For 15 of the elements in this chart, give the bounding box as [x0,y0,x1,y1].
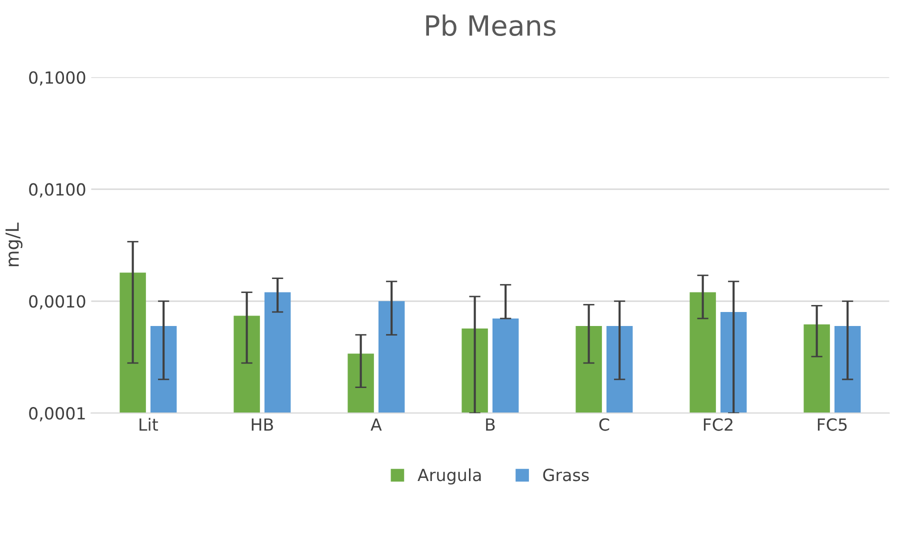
x-tick-label: HB [252,418,274,431]
chart-title: Pb Means [426,14,556,36]
y-tick-label: 0,0010 [29,295,86,310]
y-tick-label: 0,1000 [29,71,86,86]
x-tick-label: FC5 [818,418,847,431]
y-axis-title: mg/L [6,222,22,266]
y-tick-label: 0,0100 [29,183,86,198]
legend-label: Grass [543,468,589,482]
legend-label: Arugula [418,468,481,484]
x-tick-label: Lit [140,418,158,431]
x-tick-label: B [486,418,495,431]
x-tick-label: A [370,418,382,431]
x-tick-label: C [599,418,610,431]
y-tick-label: 0,0001 [29,407,85,422]
x-tick-label: FC2 [704,418,732,431]
